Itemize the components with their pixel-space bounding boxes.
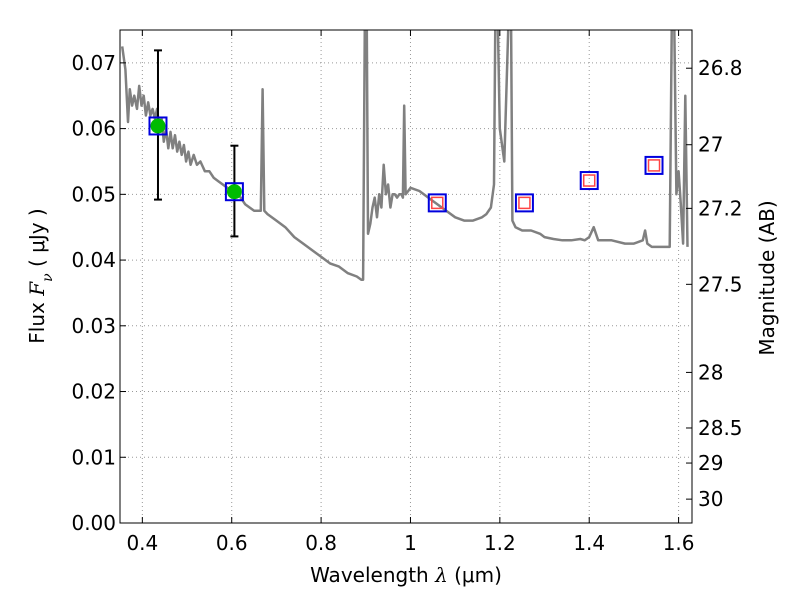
mag-tick-label: 30 bbox=[698, 487, 723, 511]
mag-tick-label: 27 bbox=[698, 133, 723, 157]
x-tick-label: 1.2 bbox=[484, 531, 516, 555]
sed-model-line bbox=[120, 30, 689, 282]
right-axis-label: Magnitude (AB) bbox=[755, 200, 779, 355]
y-tick-label: 0.04 bbox=[71, 248, 116, 272]
limit-square bbox=[431, 196, 444, 210]
mag-tick-label: 28 bbox=[698, 360, 723, 384]
x-tick-label: 0.8 bbox=[305, 531, 337, 555]
observed-point bbox=[226, 184, 242, 200]
y-tick-label: 0.00 bbox=[71, 511, 116, 535]
limit-square bbox=[582, 174, 596, 187]
model-flux-square bbox=[148, 116, 168, 136]
y-tick-label: 0.03 bbox=[71, 314, 116, 338]
y-tick-label: 0.07 bbox=[71, 51, 116, 75]
model-flux-square bbox=[579, 171, 599, 191]
model-flux-square bbox=[514, 193, 534, 213]
x-tick-label: 1 bbox=[404, 531, 417, 555]
y-axis-label: Flux Fν ( μJy ) bbox=[25, 208, 56, 343]
y-tick-label: 0.02 bbox=[71, 380, 116, 404]
y-tick-label: 0.01 bbox=[71, 445, 116, 469]
observed-point bbox=[150, 118, 166, 134]
x-tick-label: 0.4 bbox=[126, 531, 158, 555]
limit-square bbox=[518, 196, 531, 210]
model-flux-square bbox=[224, 182, 244, 202]
x-tick-label: 1.4 bbox=[573, 531, 605, 555]
x-tick-label: 0.6 bbox=[216, 531, 248, 555]
axis-ticks: 0.4 0.6 0.8 1 1.2 1.4 1.6 0.00 0.01 0.02 0.03 0.04 0… bbox=[71, 30, 743, 555]
grid-lines bbox=[120, 30, 692, 524]
y-tick-label: 0.05 bbox=[71, 182, 116, 206]
x-tick-label: 1.6 bbox=[663, 531, 695, 555]
plot-frame bbox=[119, 29, 693, 524]
x-axis-label: Wavelength λ (μm) bbox=[310, 563, 502, 587]
mag-tick-label: 27.5 bbox=[698, 272, 743, 296]
model-flux-square bbox=[427, 193, 447, 213]
mag-tick-label: 28.5 bbox=[698, 416, 743, 440]
y-tick-label: 0.06 bbox=[71, 117, 116, 141]
model-flux-square bbox=[644, 155, 664, 175]
mag-tick-label: 26.8 bbox=[698, 56, 743, 80]
mag-tick-label: 27.2 bbox=[698, 196, 743, 220]
limit-square bbox=[647, 159, 661, 172]
plot-area bbox=[120, 30, 689, 282]
mag-tick-label: 29 bbox=[698, 451, 723, 475]
